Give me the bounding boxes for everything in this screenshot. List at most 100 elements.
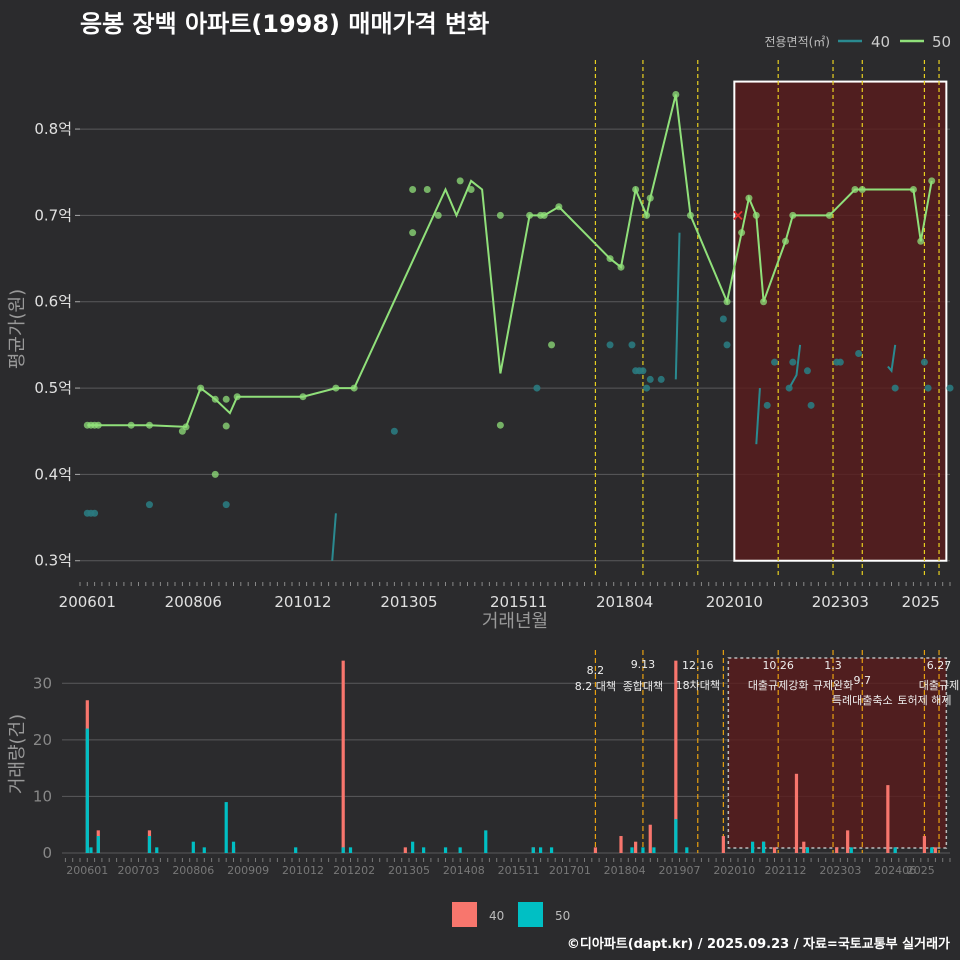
series-40-point	[891, 384, 899, 392]
bar-x-tick-label: 202010	[713, 864, 755, 877]
x-tick-label: 202303	[812, 593, 869, 611]
series-50-point	[350, 384, 358, 392]
series-50-point	[409, 186, 417, 193]
series-50-point	[760, 298, 768, 306]
y-tick-label: 0.4억	[34, 465, 72, 483]
series-50-point	[617, 263, 625, 271]
policy-annotation: 8.2 8.2 대책	[575, 664, 616, 693]
bar-y-tick-label: 10	[33, 787, 52, 805]
bar-x-tick-label: 201701	[549, 864, 591, 877]
series-50-point	[434, 211, 442, 219]
bar-40	[772, 847, 777, 853]
bar-x-tick-label: 201202	[333, 864, 375, 877]
policy-annotation: 토허제 해제	[897, 693, 951, 707]
x-tick-label: 201804	[596, 593, 653, 611]
annotation-text: 토허제 해제	[897, 693, 951, 707]
series-50-point	[496, 421, 504, 429]
series-50-point	[145, 421, 153, 429]
series-40-point	[946, 384, 954, 392]
bar-40	[922, 836, 927, 853]
bar-x-tick-label: 201804	[604, 864, 646, 877]
bar-50	[674, 819, 678, 853]
x-tick-label: 200601	[59, 593, 116, 611]
bar-40	[648, 824, 652, 853]
bar-x-tick-label: 201907	[658, 864, 700, 877]
bar-40	[886, 785, 890, 853]
policy-annotation: 1.3 규제완화	[813, 659, 853, 692]
series-50-point	[723, 298, 731, 306]
y-tick-label: 0.6억	[34, 293, 72, 311]
series-50-point	[851, 186, 859, 193]
series-40-point	[639, 367, 647, 375]
bar-50	[685, 847, 689, 853]
bar-50	[549, 847, 554, 853]
bar-50	[85, 728, 89, 853]
y-tick-label: 0.7억	[34, 206, 72, 224]
bar-y-tick-label: 30	[33, 674, 52, 692]
bar-legend-label-40: 40	[489, 909, 504, 923]
annotation-date: 8.2	[587, 664, 605, 677]
bar-highlight-box	[727, 657, 948, 849]
annotation-date: 10.26	[762, 659, 794, 672]
x-axis-label: 거래년월	[482, 611, 548, 632]
series-50-point	[782, 237, 790, 245]
legend-label-50: 50	[932, 33, 951, 51]
series-50-point	[496, 211, 504, 219]
source-credit: ©디아파트(dapt.kr) / 2025.09.23 / 자료=국토교통부 실…	[566, 937, 950, 952]
bar-50	[652, 847, 656, 853]
series-50-point	[643, 211, 651, 219]
bar-50	[531, 847, 535, 853]
series-40-point	[628, 341, 636, 349]
policy-annotation: 9.13 종합대책	[623, 658, 663, 693]
bar-x-tick-label: 201511	[498, 864, 540, 877]
policy-annotation: 12.16 18차대책	[676, 659, 720, 692]
bar-40	[341, 660, 345, 853]
annotation-date: 9.13	[631, 658, 656, 671]
bar-40	[674, 660, 678, 853]
series-40-point	[643, 384, 651, 392]
bar-50	[458, 847, 462, 853]
bar-x-tick-label: 201012	[282, 864, 324, 877]
bar-50	[849, 847, 853, 853]
x-minor-ticks	[79, 582, 951, 586]
bar-50	[294, 847, 298, 853]
bar-40	[794, 773, 799, 853]
series-50-point	[222, 395, 230, 403]
legend-label-40: 40	[871, 33, 890, 51]
series-40-point	[657, 375, 665, 383]
annotation-text: 대출규제강화	[748, 679, 809, 692]
bar-x-tick-label: 200703	[117, 864, 159, 877]
annotation-date: 12.16	[682, 659, 714, 672]
legend-title: 전용면적(㎡)	[764, 35, 830, 49]
series-40-point	[723, 341, 731, 349]
series-40-line	[755, 388, 761, 445]
series-50-point	[825, 211, 833, 219]
bar-40	[593, 847, 598, 853]
x-tick-label: 201012	[274, 593, 331, 611]
bar-x-tick-label: 202406	[874, 864, 916, 877]
series-40-point	[771, 358, 779, 366]
bar-50	[641, 847, 645, 853]
series-50-point	[745, 194, 753, 202]
series-50-point	[686, 211, 694, 219]
bar-40	[933, 847, 937, 853]
bar-50	[231, 841, 236, 853]
bar-x-minor-ticks	[64, 858, 951, 862]
highlight-box	[733, 80, 948, 562]
series-50-point	[738, 229, 746, 237]
bar-x-tick-label: 2025	[907, 864, 935, 877]
series-40-point	[763, 401, 771, 409]
bar-50	[411, 841, 415, 853]
series-50-point	[409, 229, 417, 237]
page-title: 응봉 장백 아파트(1998) 매매가격 변화	[80, 10, 490, 38]
series-50-point	[211, 470, 219, 478]
bar-50	[484, 830, 488, 853]
bar-x-tick-label: 200909	[227, 864, 269, 877]
series-40-point	[785, 384, 793, 392]
series-50-point	[606, 255, 614, 263]
series-40-point	[606, 341, 614, 349]
series-50-point	[526, 211, 534, 219]
x-tick-label: 202010	[706, 593, 763, 611]
bar-50	[930, 847, 934, 853]
